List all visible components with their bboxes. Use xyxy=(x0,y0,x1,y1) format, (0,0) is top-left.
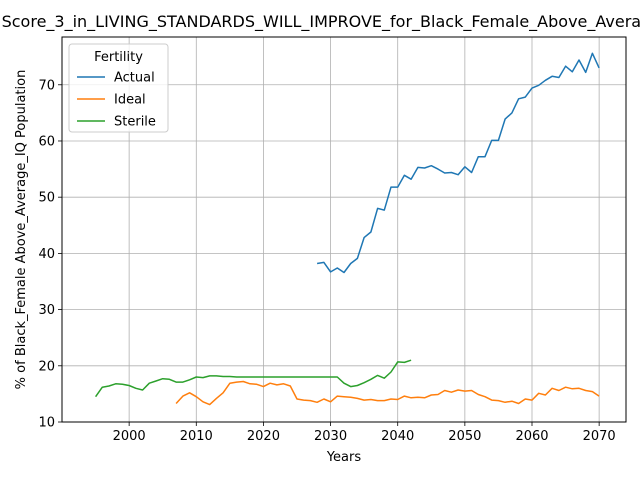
x-tick-label: 2010 xyxy=(180,429,213,444)
x-tick-label: 2030 xyxy=(314,429,347,444)
y-tick-label: 70 xyxy=(38,78,55,93)
series-line-sterile xyxy=(94,359,412,398)
series-layer xyxy=(94,52,600,406)
x-tick-label: 2060 xyxy=(515,429,548,444)
legend: Fertility Actual Ideal Sterile xyxy=(68,43,169,133)
x-tick-label: 2050 xyxy=(448,429,481,444)
legend-box xyxy=(68,43,169,133)
series-line-ideal xyxy=(175,380,600,406)
legend-label-actual: Actual xyxy=(114,71,155,86)
legend-items: Actual Ideal Sterile xyxy=(77,71,156,130)
y-axis-label: % of Black_Female Above_Average_IQ Popul… xyxy=(14,70,29,390)
x-tick-label: 2000 xyxy=(113,429,146,444)
y-tick-label: 30 xyxy=(38,303,55,318)
tick-layer: 2000 2010 2020 2030 2040 2050 2060 207010203040… xyxy=(38,78,615,444)
y-tick-label: 20 xyxy=(38,359,55,374)
plot-frame xyxy=(61,36,627,423)
legend-label-sterile: Sterile xyxy=(114,115,156,130)
series-line-actual xyxy=(316,52,600,274)
x-tick-label: 2020 xyxy=(247,429,280,444)
y-tick-label: 50 xyxy=(38,191,55,206)
legend-title: Fertility xyxy=(94,50,143,65)
x-axis-label: Years xyxy=(326,450,362,465)
x-tick-label: 2070 xyxy=(583,429,616,444)
x-tick-label: 2040 xyxy=(381,429,414,444)
legend-label-ideal: Ideal xyxy=(114,93,146,108)
y-tick-label: 10 xyxy=(38,416,55,431)
chart-title: Score_3_in_LIVING_STANDARDS_WILL_IMPROVE… xyxy=(2,12,640,32)
y-tick-label: 40 xyxy=(38,247,55,262)
y-tick-label: 60 xyxy=(38,134,55,149)
